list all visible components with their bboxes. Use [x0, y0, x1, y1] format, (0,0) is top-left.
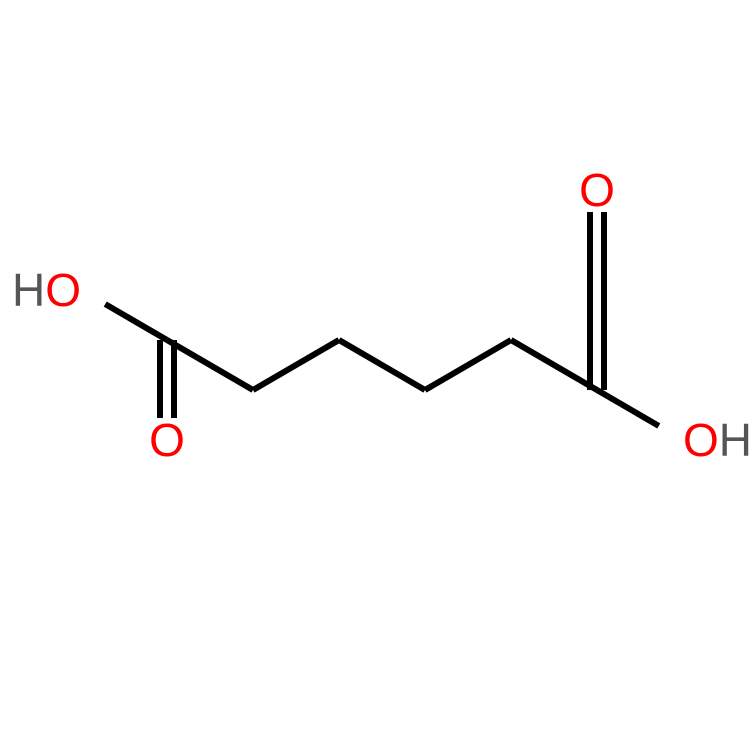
atom-label-o1h: HO: [12, 264, 81, 316]
bond-line: [425, 340, 511, 390]
bond-line: [167, 340, 253, 390]
molecule-diagram: O HO O OH: [0, 0, 750, 750]
bond-line: [511, 340, 597, 390]
bond-line: [339, 340, 425, 390]
bond-line: [597, 390, 659, 426]
bond-layer: [105, 212, 659, 426]
atom-label-o6h: OH: [683, 414, 750, 466]
atom-label-o6d: O: [579, 164, 615, 216]
atom-label-o1d: O: [149, 414, 185, 466]
bond-line: [253, 340, 339, 390]
bond-line: [105, 304, 167, 340]
